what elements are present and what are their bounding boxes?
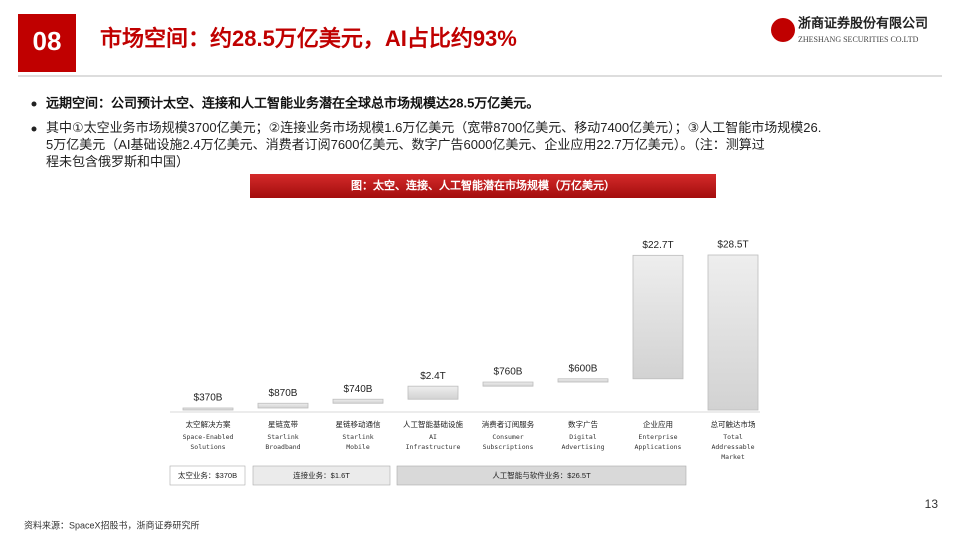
group-label: 连接业务：$1.6T (293, 470, 350, 480)
group-box (252, 465, 391, 486)
source: 资料来源：SpaceX招股书，浙商证券研究所 (24, 519, 200, 530)
x-tick-sublabel: Starlink (267, 433, 298, 441)
x-tick-label: 数字广告 (568, 419, 598, 429)
page-number: 13 (925, 497, 939, 511)
x-tick-sublabel: Solutions (190, 443, 225, 451)
value-label: $600B (569, 363, 598, 374)
value-label: $28.5T (717, 240, 748, 251)
x-tick-label: 消费者订阅服务 (482, 419, 535, 429)
x-tick-sublabel: Consumer (492, 433, 523, 441)
logo-icon (771, 18, 795, 42)
chart-caption-box (250, 174, 716, 198)
bar (407, 385, 459, 400)
x-tick-label: 总可触达市场 (711, 419, 756, 429)
value-label: $760B (494, 367, 523, 378)
bar (632, 254, 684, 380)
x-tick-sublabel: Market (721, 453, 745, 461)
slide-title: 市场空间：约28.5万亿美元，AI占比约93% (100, 26, 517, 51)
value-label: $870B (269, 388, 298, 399)
bar (332, 398, 384, 404)
x-tick-sublabel: Applications (635, 443, 682, 451)
company-en: ZHESHANG SECURITIES CO.LTD (798, 35, 919, 44)
x-tick-sublabel: Broadband (265, 443, 300, 451)
x-tick-sublabel: Mobile (346, 443, 370, 451)
group-label: 太空业务：$370B (178, 470, 237, 480)
x-tick-label: 星链宽带 (268, 419, 298, 429)
x-tick-label: 星链移动通信 (336, 419, 381, 429)
chart: $370B 太空解决方案 Space-Enabled Solutions $870B 星链… (169, 240, 760, 486)
bar (557, 378, 609, 383)
x-tick-label: 企业应用 (643, 419, 673, 429)
x-tick-sublabel: Enterprise (638, 433, 677, 441)
bullet: 其中①太空业务市场规模3700亿美元；②连接业务市场规模1.6万亿美元（宽带87… (46, 120, 821, 169)
value-label: $740B (344, 384, 373, 395)
bullet: 远期空间：公司预计太空、连接和人工智能业务潜在全球总市场规模达28.5万亿美元。 (46, 95, 539, 110)
bar (182, 407, 234, 411)
value-label: $370B (194, 393, 223, 404)
x-tick-sublabel: Advertising (561, 443, 604, 451)
company: 浙商证券股份有限公司 (798, 15, 928, 30)
x-tick-sublabel: Total (723, 433, 743, 441)
x-tick-label: 人工智能基础设施 (403, 419, 463, 429)
bar (707, 254, 759, 411)
number-box (18, 14, 76, 72)
bullet-dot (31, 101, 37, 107)
x-tick-sublabel: Space-Enabled (183, 433, 234, 441)
value-label: $2.4T (420, 371, 446, 382)
bullet-dot (31, 126, 37, 132)
x-tick-sublabel: Subscriptions (483, 443, 534, 451)
x-tick-sublabel: Infrastructure (406, 443, 461, 451)
group-box (169, 465, 246, 486)
section-number: 08 (33, 26, 62, 56)
group-box (396, 465, 687, 486)
bar (257, 402, 309, 409)
x-tick-sublabel: Addressable (711, 443, 754, 451)
bar (482, 381, 534, 387)
group-label: 人工智能与软件业务：$26.5T (492, 470, 591, 480)
x-tick-sublabel: Starlink (342, 433, 373, 441)
x-tick-label: 太空解决方案 (186, 419, 231, 429)
x-tick-sublabel: AI (429, 433, 437, 441)
x-tick-sublabel: Digital (569, 433, 596, 441)
value-label: $22.7T (642, 240, 673, 251)
chart-title: 图：太空、连接、人工智能潜在市场规模（万亿美元） (351, 178, 615, 192)
